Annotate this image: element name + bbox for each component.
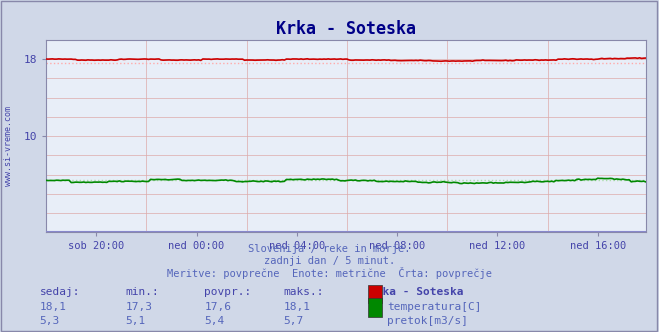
Text: 5,7: 5,7 — [283, 316, 304, 326]
Text: Meritve: povprečne  Enote: metrične  Črta: povprečje: Meritve: povprečne Enote: metrične Črta:… — [167, 267, 492, 279]
Text: sedaj:: sedaj: — [40, 287, 80, 297]
Text: maks.:: maks.: — [283, 287, 324, 297]
Text: 18,1: 18,1 — [283, 302, 310, 312]
Text: 5,4: 5,4 — [204, 316, 225, 326]
Text: Krka - Soteska: Krka - Soteska — [369, 287, 463, 297]
Text: min.:: min.: — [125, 287, 159, 297]
Text: 18,1: 18,1 — [40, 302, 67, 312]
Text: pretok[m3/s]: pretok[m3/s] — [387, 316, 468, 326]
Text: 17,3: 17,3 — [125, 302, 152, 312]
Title: Krka - Soteska: Krka - Soteska — [276, 20, 416, 38]
Text: 5,1: 5,1 — [125, 316, 146, 326]
Text: Slovenija / reke in morje.: Slovenija / reke in morje. — [248, 244, 411, 254]
Text: 5,3: 5,3 — [40, 316, 60, 326]
Text: 17,6: 17,6 — [204, 302, 231, 312]
Text: zadnji dan / 5 minut.: zadnji dan / 5 minut. — [264, 256, 395, 266]
Text: povpr.:: povpr.: — [204, 287, 252, 297]
Text: www.si-vreme.com: www.si-vreme.com — [4, 106, 13, 186]
Text: temperatura[C]: temperatura[C] — [387, 302, 481, 312]
